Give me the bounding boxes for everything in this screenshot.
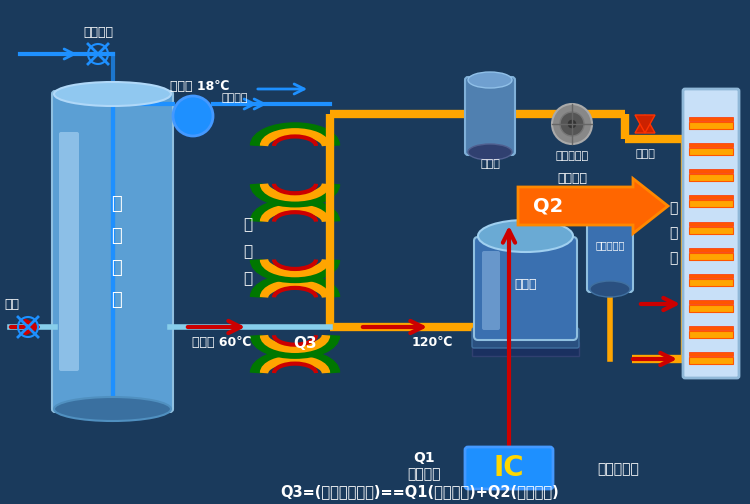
FancyBboxPatch shape [482, 251, 500, 330]
Text: Q2: Q2 [532, 197, 563, 216]
Bar [689, 247, 733, 251]
FancyBboxPatch shape [465, 447, 553, 489]
Text: 膨胀阀: 膨胀阀 [635, 149, 655, 159]
Bar [689, 279, 733, 286]
Text: 汽液分离器: 汽液分离器 [596, 240, 625, 250]
Text: 空气热能: 空气热能 [557, 172, 587, 185]
Bar [689, 174, 733, 181]
Text: IC: IC [494, 454, 524, 482]
Bar [472, 342, 579, 356]
Bar [689, 357, 733, 364]
Bar [689, 226, 733, 233]
Text: 干燥过滤器: 干燥过滤器 [556, 151, 589, 161]
FancyBboxPatch shape [587, 198, 633, 292]
FancyBboxPatch shape [472, 328, 579, 348]
Text: Q3=(热水获得能量)==Q1(电器能量)+Q2(空气热能): Q3=(热水获得能量)==Q1(电器能量)+Q2(空气热能) [280, 484, 560, 499]
Ellipse shape [468, 144, 512, 160]
Ellipse shape [54, 82, 171, 106]
Text: 储液罐: 储液罐 [480, 159, 500, 169]
Bar [689, 221, 733, 225]
Text: 循环水泵: 循环水泵 [222, 93, 248, 103]
Ellipse shape [468, 72, 512, 88]
Bar [689, 305, 733, 312]
Text: 120℃: 120℃ [411, 337, 453, 349]
Ellipse shape [54, 397, 171, 421]
Polygon shape [635, 115, 655, 133]
Bar [689, 117, 733, 121]
FancyBboxPatch shape [465, 77, 515, 155]
Bar [689, 148, 733, 155]
Circle shape [567, 119, 577, 129]
FancyBboxPatch shape [474, 237, 577, 340]
Bar [689, 300, 733, 304]
Text: 温度调节器: 温度调节器 [597, 462, 639, 476]
Circle shape [552, 104, 592, 144]
Bar [689, 122, 733, 129]
Text: 蒸
发
器: 蒸 发 器 [669, 202, 677, 266]
Text: 冷水入 18℃: 冷水入 18℃ [170, 80, 230, 93]
FancyBboxPatch shape [59, 132, 79, 371]
Text: 压缩机: 压缩机 [514, 278, 537, 291]
Text: Q1
电能输入: Q1 电能输入 [407, 451, 441, 481]
Text: 冷
凝
器: 冷 凝 器 [244, 218, 253, 286]
Ellipse shape [590, 281, 630, 297]
FancyArrow shape [518, 178, 668, 233]
Bar [689, 169, 733, 173]
Circle shape [173, 96, 213, 136]
Ellipse shape [590, 193, 630, 209]
Bar [689, 201, 733, 208]
Ellipse shape [478, 220, 573, 252]
Bar [689, 326, 733, 330]
Bar [689, 352, 733, 356]
FancyBboxPatch shape [52, 91, 173, 412]
FancyBboxPatch shape [683, 89, 739, 378]
Bar [689, 196, 733, 200]
Bar [689, 331, 733, 338]
Text: 热水: 热水 [4, 298, 20, 311]
Bar [689, 253, 733, 260]
Circle shape [560, 112, 584, 136]
Text: 热水出口: 热水出口 [83, 26, 113, 38]
Text: 热水出 60℃: 热水出 60℃ [192, 337, 252, 349]
Text: 保
温
水
箱: 保 温 水 箱 [111, 195, 122, 308]
Bar [689, 143, 733, 147]
Polygon shape [635, 115, 655, 133]
Bar [689, 274, 733, 278]
Text: Q3: Q3 [293, 336, 316, 350]
